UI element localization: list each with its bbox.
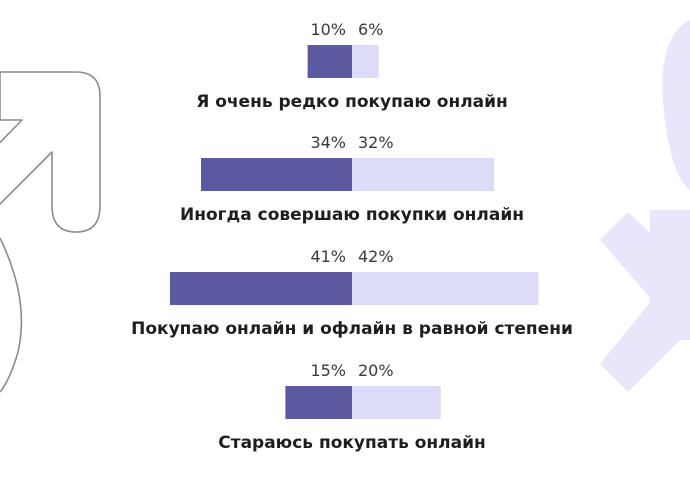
bar-right	[352, 272, 539, 305]
value-label-left: 41%	[310, 247, 346, 266]
category-label: Стараюсь покупать онлайн	[218, 433, 486, 453]
bar-right	[352, 158, 495, 191]
category-label: Иногда совершаю покупки онлайн	[180, 205, 524, 225]
bar-right	[352, 45, 379, 78]
bar-right	[352, 386, 441, 419]
value-label-left: 10%	[310, 20, 346, 39]
category-label: Покупаю онлайн и офлайн в равной степени	[131, 319, 573, 339]
value-label-left: 15%	[310, 361, 346, 380]
value-label-right: 20%	[358, 361, 394, 380]
category-label: Я очень редко покупаю онлайн	[196, 92, 508, 112]
bar-left	[285, 386, 352, 419]
value-label-left: 34%	[310, 133, 346, 152]
bar-left	[307, 45, 352, 78]
value-label-right: 32%	[358, 133, 394, 152]
value-label-right: 42%	[358, 247, 394, 266]
value-label-right: 6%	[358, 20, 383, 39]
bar-left	[201, 158, 352, 191]
bar-left	[169, 272, 352, 305]
